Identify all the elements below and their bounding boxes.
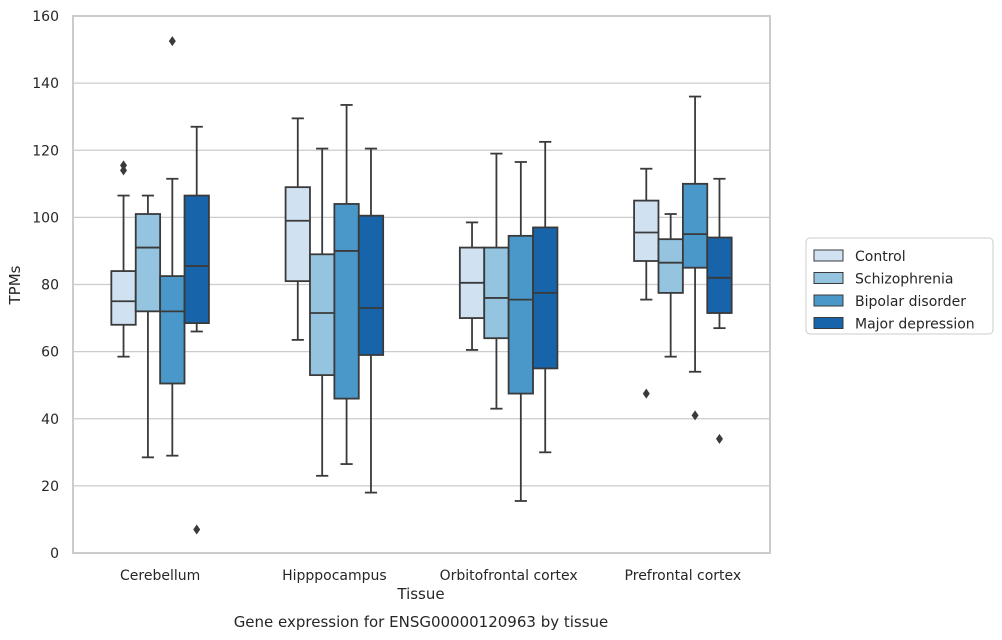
box-schizophrenia [134,194,162,459]
box-major-depression [357,147,385,494]
box-control [633,167,660,399]
legend-item: Bipolar disorder [813,294,966,310]
legend: Control Schizophrenia Bipolar disorder Majo… [805,237,994,335]
box-body [633,199,660,262]
box-body [706,236,733,314]
plot-frame [72,15,771,554]
box-schizophrenia [309,147,336,477]
outlier-point [120,160,128,171]
box-control [110,160,137,358]
y-tick-label: 80 [41,278,59,294]
y-tick-label: 20 [41,479,59,495]
box-body [507,234,534,395]
y-axis-label: TPMs [6,265,24,305]
outlier-point [120,165,128,176]
box-major-depression [183,125,210,535]
legend-item: Schizophrenia [813,272,953,288]
box-body [657,238,684,294]
legend-label: Schizophrenia [855,272,953,288]
legend-label: Control [855,249,906,265]
legend-label: Bipolar disorder [855,294,966,310]
box-body [284,186,311,283]
box-body [357,214,385,356]
box-bipolar-disorder [159,36,186,457]
box-plot-marks [110,36,733,535]
axes: 0 20 40 60 80 100 120 140 160 Cerebellum Hipppocam… [32,9,771,584]
y-tick-label: 120 [32,143,59,159]
x-axis-label: Tissue [396,585,444,603]
box-bipolar-disorder [333,104,360,465]
legend-swatch [813,317,844,329]
box-schizophrenia [657,213,684,358]
x-tick-label: Prefrontal cortex [625,568,742,584]
legend-frame [805,237,994,335]
outlier-point [691,410,699,421]
box-schizophrenia [483,152,510,410]
y-tick-label: 140 [32,76,59,92]
box-body [309,253,336,377]
chart-caption: Gene expression for ENSG00000120963 by t… [234,613,609,631]
box-control [458,221,486,351]
box-bipolar-disorder [681,95,709,421]
box-body [134,213,162,313]
outlier-point [193,524,201,535]
box-major-depression [532,140,559,454]
box-body [532,226,559,370]
box-major-depression [706,177,733,444]
legend-label: Major depression [855,317,975,333]
legend-swatch [813,249,844,262]
legend-item: Major depression [813,317,975,333]
legend-item: Control [813,249,906,265]
box-body [681,182,709,269]
box-body [483,246,510,340]
outlier-point [642,388,650,399]
legend-swatch [813,272,844,284]
x-tick-label: Cerebellum [120,568,200,584]
y-tick-label: 160 [32,9,59,25]
y-tick-label: 40 [41,412,59,428]
box-control [284,117,311,341]
outlier-point [168,36,176,47]
box-body [183,194,210,324]
outlier-point [715,433,723,444]
box-body [159,275,186,385]
legend-swatch [813,294,844,307]
y-tick-label: 60 [41,345,59,361]
x-tick-label: Hipppocampus [282,568,387,584]
box-bipolar-disorder [507,161,534,502]
y-tick-label: 0 [50,546,59,562]
y-tick-label: 100 [32,210,59,226]
box-body [333,203,360,400]
x-tick-label: Orbitofrontal cortex [440,568,578,584]
box-body [110,270,137,326]
